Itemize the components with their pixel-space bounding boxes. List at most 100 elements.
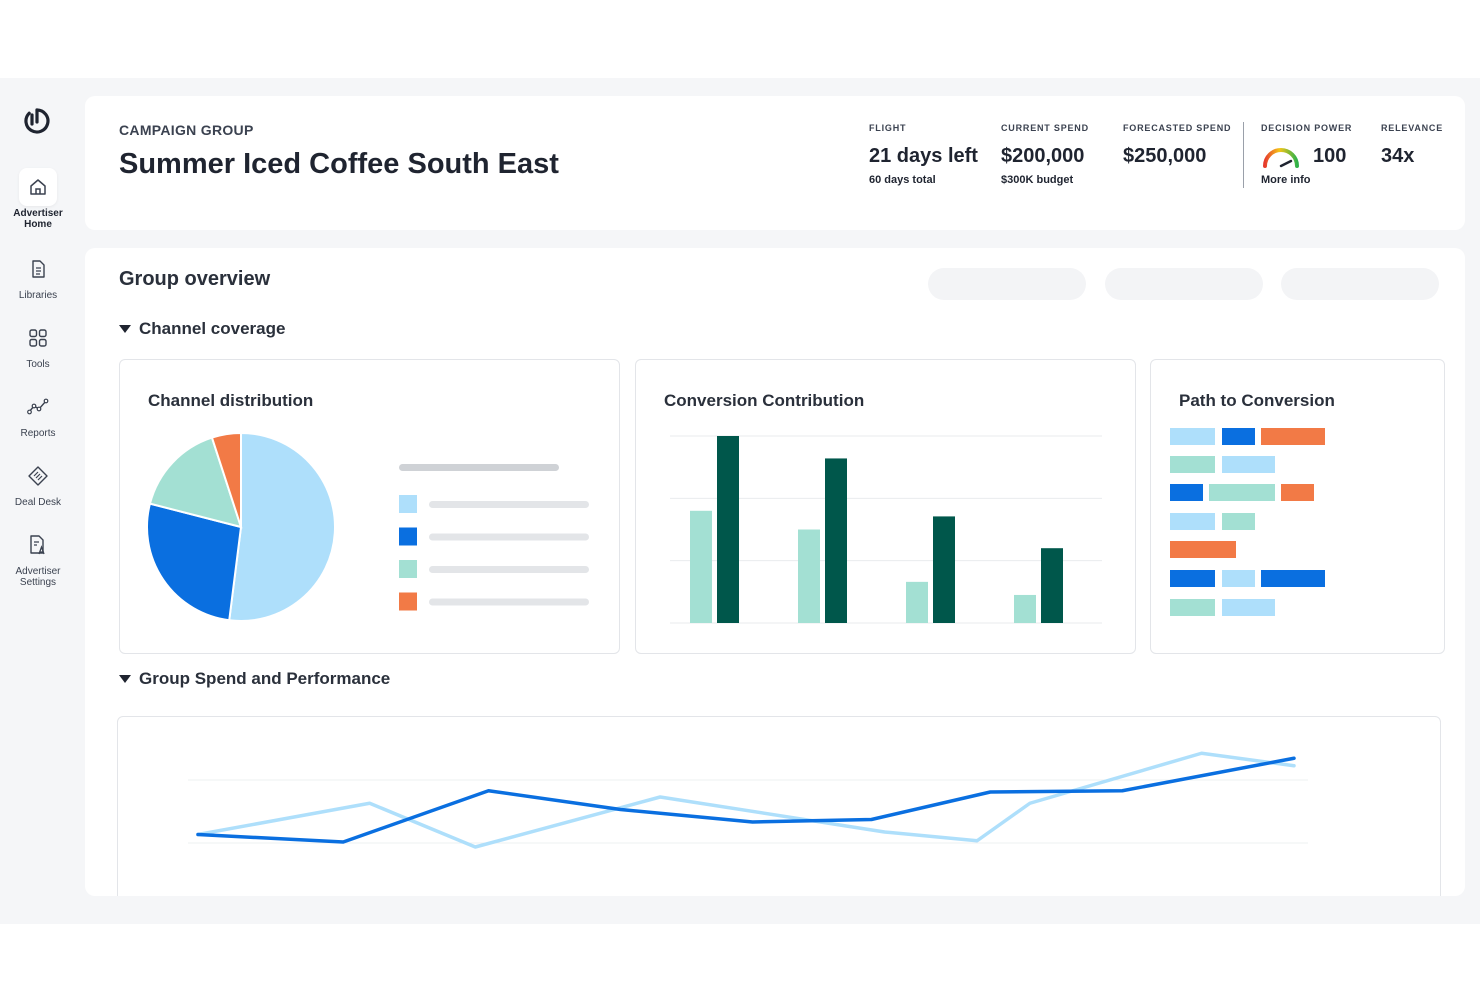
spend-performance-panel — [117, 716, 1441, 896]
grid-icon — [29, 329, 47, 347]
metric-relevance: RELEVANCE 34x — [1381, 123, 1443, 168]
path-block — [1170, 513, 1215, 530]
section-title: Group overview — [119, 268, 271, 290]
legend-title-placeholder — [399, 464, 559, 471]
legend-label-placeholder — [429, 598, 589, 606]
path-block — [1170, 599, 1215, 616]
settings-doc-icon — [30, 535, 45, 555]
path-block — [1261, 570, 1325, 587]
legend-label-placeholder — [429, 501, 589, 508]
path-block — [1170, 428, 1215, 445]
conversion-contribution-panel: Conversion Contribution — [635, 359, 1136, 654]
path-block — [1222, 456, 1275, 473]
sidebar-item-deal-desk[interactable]: Deal Desk — [4, 457, 72, 508]
sidebar-item-label: Advertiser Home — [13, 208, 63, 230]
path-block — [1222, 570, 1255, 587]
path-block — [1170, 484, 1203, 501]
spend-performance-toggle[interactable]: Group Spend and Performance — [119, 669, 390, 689]
gauge-icon — [1263, 147, 1299, 168]
more-info-link[interactable]: More info — [1261, 174, 1311, 186]
path-block — [1170, 541, 1236, 558]
panel-title: Conversion Contribution — [664, 391, 865, 410]
path-to-conversion-panel: Path to Conversion — [1150, 359, 1445, 654]
legend-swatch — [399, 560, 417, 578]
line-chart — [188, 751, 1308, 849]
path-block — [1222, 513, 1255, 530]
sidebar-item-label: Deal Desk — [14, 497, 62, 508]
channel-coverage-toggle[interactable]: Channel coverage — [119, 319, 285, 339]
legend-label-placeholder — [429, 533, 589, 541]
bar — [1041, 548, 1063, 623]
metric-forecasted-spend: FORECASTED SPEND $250,000 — [1123, 123, 1231, 168]
path-block — [1209, 484, 1275, 501]
collapse-label: Group Spend and Performance — [139, 669, 391, 688]
sidebar-item-label: Tools — [26, 359, 50, 370]
metric-value: $250,000 — [1123, 145, 1207, 167]
nav-icon-container — [19, 526, 57, 564]
bar-chart — [670, 435, 1102, 624]
sidebar-item-reports[interactable]: Reports — [4, 388, 72, 439]
filter-pill-1[interactable] — [928, 268, 1086, 300]
sidebar-item-libraries[interactable]: Libraries — [4, 250, 72, 301]
bar — [717, 436, 739, 623]
filter-pill-2[interactable] — [1105, 268, 1263, 300]
page-title: Summer Iced Coffee South East — [119, 148, 559, 180]
document-icon — [32, 260, 45, 278]
brand-logo-icon — [24, 108, 50, 134]
nav-icon-container — [19, 168, 57, 206]
metric-label: FLIGHT — [869, 123, 907, 133]
collapse-label: Channel coverage — [139, 319, 286, 338]
metric-label: FORECASTED SPEND — [1123, 123, 1232, 133]
sidebar-item-tools[interactable]: Tools — [4, 319, 72, 370]
sidebar-item-label: Libraries — [18, 290, 58, 301]
metric-label: CURRENT SPEND — [1001, 123, 1089, 133]
group-overview-card: Group overview Channel coverage Channel … — [85, 248, 1465, 896]
tag-icon — [28, 466, 48, 486]
path-block — [1170, 456, 1215, 473]
metric-value: 21 days left — [869, 145, 978, 167]
decision-power-value: 100 — [1313, 145, 1347, 167]
path-block — [1261, 428, 1325, 445]
path-block — [1222, 428, 1255, 445]
campaign-eyebrow: CAMPAIGN GROUP — [119, 122, 254, 138]
bar — [1014, 594, 1036, 623]
path-block — [1281, 484, 1314, 501]
pie-slice — [228, 431, 336, 622]
metric-decision-power: DECISION POWER 100 More info — [1261, 123, 1352, 186]
filter-pill-3[interactable] — [1281, 268, 1439, 300]
nav-icon-container — [19, 388, 57, 426]
pie-slice — [210, 431, 242, 528]
metric-label: RELEVANCE — [1381, 123, 1444, 133]
bar — [798, 529, 820, 623]
series-line — [196, 756, 1296, 844]
sidebar-item-advertiser-settings[interactable]: Advertiser Settings — [4, 526, 72, 588]
path-block — [1170, 570, 1215, 587]
legend-swatch — [399, 592, 417, 611]
line-chart-icon — [27, 398, 49, 415]
metric-divider — [1243, 122, 1244, 188]
nav-icon-container — [19, 319, 57, 357]
legend-swatch — [399, 495, 417, 513]
panel-title: Channel distribution — [148, 391, 314, 410]
metric-flight: FLIGHT 21 days left 60 days total — [869, 123, 978, 186]
metric-label: DECISION POWER — [1261, 123, 1353, 133]
path-block — [1222, 599, 1275, 616]
pie-chart — [146, 431, 589, 622]
bar — [906, 581, 928, 623]
metric-value-row: 100 — [1261, 145, 1352, 168]
metric-sub: $300K budget — [1001, 174, 1074, 186]
metric-value: $200,000 — [1001, 145, 1085, 167]
metric-value: 34x — [1381, 145, 1415, 167]
sidebar-item-label: Advertiser Settings — [15, 566, 61, 588]
sidebar: Advertiser Home Libraries Tools — [0, 78, 76, 924]
legend-label-placeholder — [429, 566, 589, 573]
panel-title: Path to Conversion — [1179, 391, 1335, 410]
sidebar-item-advertiser-home[interactable]: Advertiser Home — [4, 168, 72, 230]
nav-icon-container — [19, 250, 57, 288]
caret-down-icon — [119, 325, 131, 333]
bar — [933, 516, 955, 623]
bar — [690, 510, 712, 623]
caret-down-icon — [119, 675, 131, 683]
series-line — [196, 751, 1296, 849]
nav-icon-container — [19, 457, 57, 495]
